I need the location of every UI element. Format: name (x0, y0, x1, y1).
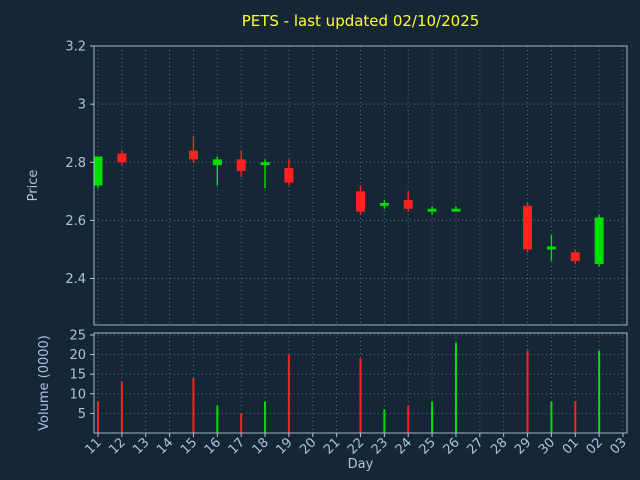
candle-body (594, 217, 604, 264)
volume-tick-label: 25 (69, 328, 86, 343)
volume-tick-label: 15 (69, 368, 86, 383)
candle-body (236, 159, 246, 171)
price-panel-frame (93, 45, 628, 326)
volume-tick-label: 10 (69, 387, 86, 402)
candle-body (93, 156, 103, 186)
candle-body (117, 153, 127, 163)
candle-body (403, 200, 413, 209)
candle-body (427, 208, 437, 212)
candles (93, 136, 604, 267)
candle-body (356, 191, 365, 212)
candle-body (260, 162, 270, 166)
price-tick-label: 3.2 (65, 40, 86, 55)
candle-body (212, 159, 222, 166)
candle-body (523, 205, 533, 250)
price-tick-label: 2.8 (65, 156, 86, 171)
candle-body (570, 252, 580, 262)
volume-tick-label: 20 (69, 348, 86, 363)
candle-body (379, 202, 389, 206)
candle-body (284, 168, 294, 183)
candle-body (546, 246, 556, 250)
chart-title: PETS - last updated 02/10/2025 (242, 12, 480, 30)
price-tick-label: 2.6 (65, 214, 86, 229)
candle-body (188, 150, 198, 160)
price-tick-label: 2.4 (65, 272, 86, 287)
volume-axis-label: Volume (0000) (37, 335, 52, 431)
price-axis-label: Price (26, 170, 41, 202)
volume-tick-label: 5 (78, 407, 86, 422)
candle-body (451, 208, 461, 212)
price-tick-label: 3 (78, 98, 86, 113)
x-axis-label: Day (348, 457, 374, 472)
gridlines (94, 45, 627, 433)
volume-bars (97, 342, 601, 433)
